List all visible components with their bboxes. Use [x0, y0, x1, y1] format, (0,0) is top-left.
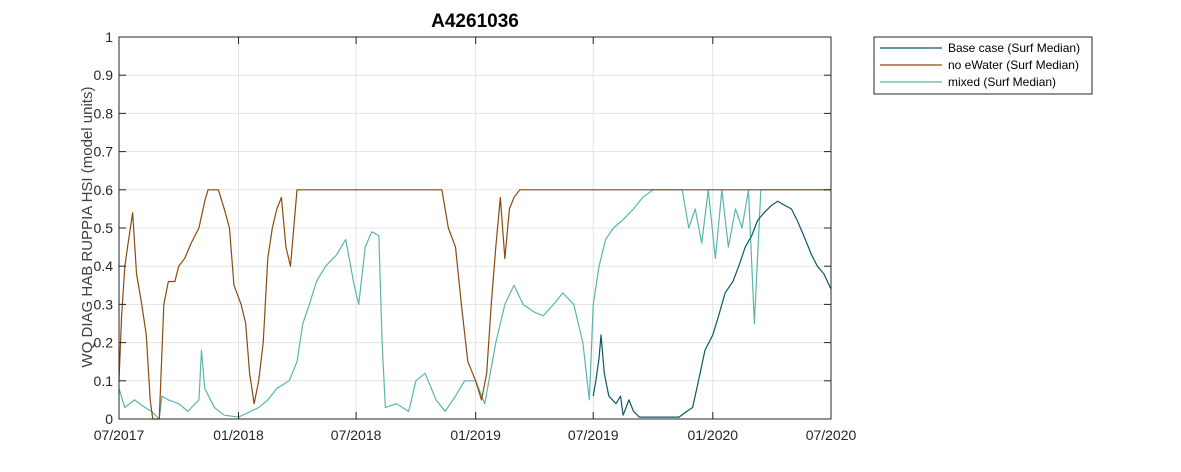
x-tick-label: 01/2018: [213, 427, 264, 443]
y-tick-label: 0.3: [94, 296, 114, 312]
y-tick-label: 0.8: [94, 105, 114, 121]
axis-ticks: 07/2017 01/2018 07/2018 01/2019 07/2019 01/20…: [94, 29, 857, 443]
series-line-0: [592, 200, 832, 418]
series-line-2: [118, 189, 831, 420]
x-tick-label: 01/2020: [687, 427, 738, 443]
x-tick-label: 01/2019: [450, 427, 501, 443]
legend-entry-0: Base case (Surf Median): [948, 41, 1080, 55]
y-tick-label: 0.9: [94, 67, 114, 83]
legend: Base case (Surf Median) no eWater (Surf M…: [873, 36, 1093, 95]
y-axis-label: WQ DIAG HAB RUPPIA HSI (model units): [79, 87, 96, 368]
legend-entry-1: no eWater (Surf Median): [948, 58, 1079, 72]
grid: [118, 36, 832, 420]
y-tick-label: 0: [105, 411, 113, 427]
chart-title: A4261036: [431, 11, 519, 32]
legend-entry-2: mixed (Surf Median): [948, 75, 1056, 89]
y-tick-label: 1: [105, 29, 113, 45]
x-tick-label: 07/2020: [806, 427, 857, 443]
y-tick-label: 0.4: [94, 258, 114, 274]
x-tick-label: 07/2018: [331, 427, 382, 443]
x-tick-label: 07/2017: [94, 427, 145, 443]
y-tick-label: 0.5: [94, 220, 114, 236]
y-tick-label: 0.7: [94, 144, 114, 160]
y-tick-label: 0.2: [94, 335, 114, 351]
y-tick-label: 0.1: [94, 373, 114, 389]
y-tick-label: 0.6: [94, 182, 114, 198]
x-tick-label: 07/2019: [568, 427, 619, 443]
